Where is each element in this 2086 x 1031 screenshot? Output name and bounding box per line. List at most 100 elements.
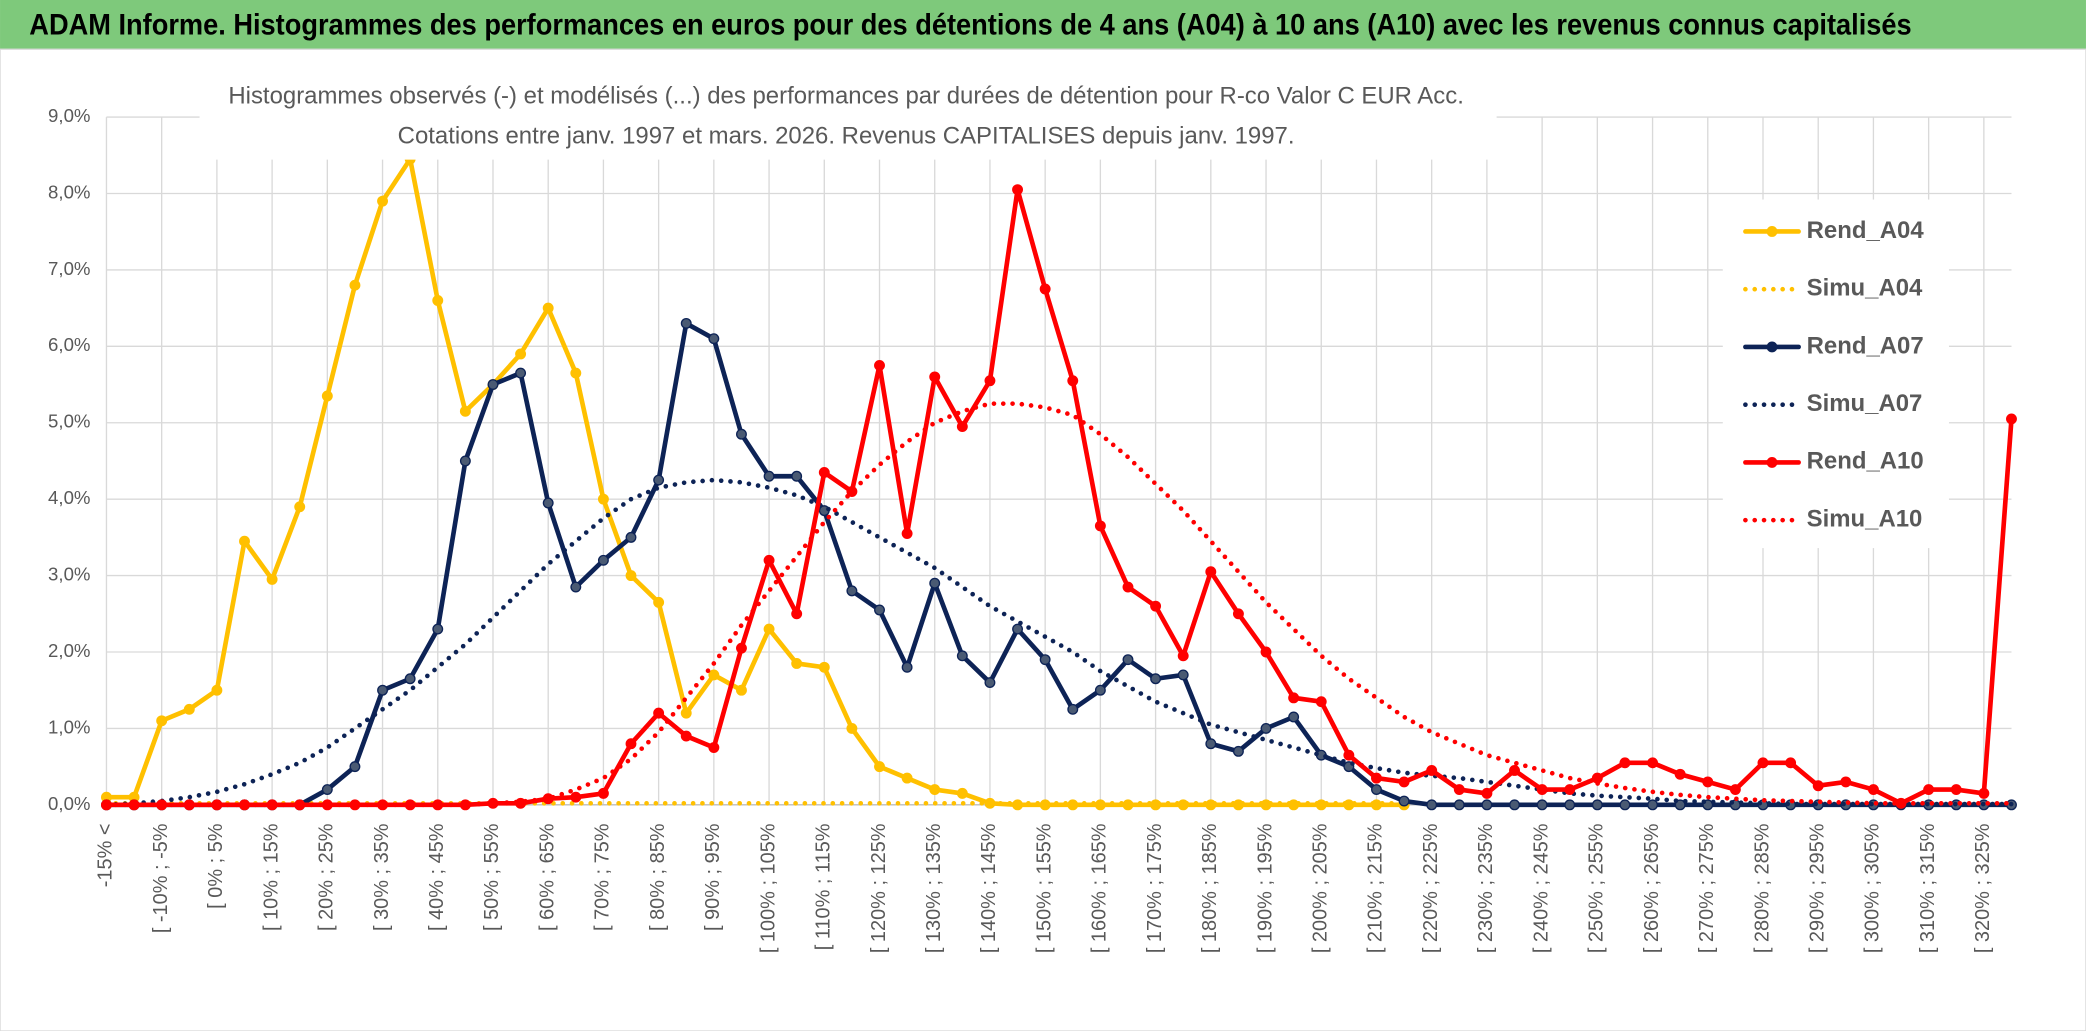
data-point xyxy=(929,577,941,589)
data-point xyxy=(1564,799,1576,811)
data-point xyxy=(874,604,885,616)
x-tick-label: [ 230% ; 235% xyxy=(1475,823,1497,953)
data-point xyxy=(1426,765,1438,776)
data-point xyxy=(1150,600,1162,612)
data-point xyxy=(791,608,803,620)
data-point xyxy=(680,707,692,719)
data-point xyxy=(1647,757,1659,769)
data-point xyxy=(1674,799,1686,811)
x-tick-label: [ 300% ; 305% xyxy=(1862,823,1884,953)
x-tick-label: [ 30% ; 35% xyxy=(371,823,393,931)
data-point xyxy=(239,535,250,547)
data-point xyxy=(515,367,527,379)
data-point xyxy=(1012,184,1024,196)
data-point xyxy=(653,596,665,608)
data-point xyxy=(1978,787,1990,799)
data-point xyxy=(653,474,665,486)
data-point xyxy=(625,531,637,543)
data-point xyxy=(432,623,444,635)
data-point xyxy=(349,761,361,773)
x-tick-label: [ 130% ; 135% xyxy=(923,823,945,953)
data-point xyxy=(1619,799,1631,811)
data-point xyxy=(1867,784,1879,796)
legend-label: Simu_A04 xyxy=(1807,275,1923,302)
data-point xyxy=(1840,776,1852,788)
legend-label: Simu_A07 xyxy=(1807,390,1923,417)
data-point xyxy=(736,428,747,440)
data-point xyxy=(680,730,692,742)
x-tick-label: [ 70% ; 75% xyxy=(592,823,614,931)
data-point xyxy=(459,455,471,467)
data-point xyxy=(211,684,223,696)
data-point xyxy=(459,405,471,417)
data-point xyxy=(570,367,582,379)
x-tick-label: [ 200% ; 205% xyxy=(1310,823,1332,953)
data-point xyxy=(404,673,416,685)
data-point xyxy=(1232,745,1244,757)
y-tick-label: 4,0% xyxy=(48,487,90,508)
data-point xyxy=(156,715,168,727)
x-tick-label: [ 150% ; 155% xyxy=(1033,823,1055,953)
data-point xyxy=(1315,696,1327,708)
data-point xyxy=(736,684,747,696)
x-tick-label: [ 110% ; 115% xyxy=(813,823,835,950)
legend-box xyxy=(1722,199,1949,549)
data-point xyxy=(736,642,747,654)
data-point xyxy=(929,784,941,796)
data-point xyxy=(680,317,692,329)
data-point xyxy=(1481,799,1493,811)
data-point xyxy=(1785,757,1797,769)
data-point xyxy=(1619,757,1631,769)
x-tick-label: [ 0% ; 5% xyxy=(205,823,227,909)
data-point xyxy=(1398,776,1410,788)
data-point xyxy=(901,528,913,540)
data-point xyxy=(1371,772,1382,784)
data-point xyxy=(349,279,361,291)
data-point xyxy=(542,302,554,314)
series-line xyxy=(104,477,2014,808)
data-point xyxy=(542,497,554,509)
data-point xyxy=(321,784,333,796)
x-tick-label: [ 170% ; 175% xyxy=(1144,823,1166,953)
data-point xyxy=(1343,749,1355,761)
x-tick-label: [ 320% ; 325% xyxy=(1972,823,1994,953)
data-point xyxy=(377,195,388,207)
y-tick-label: 9,0% xyxy=(48,105,90,126)
data-point xyxy=(597,493,609,505)
data-point xyxy=(1067,703,1079,715)
x-tick-label: [ 240% ; 245% xyxy=(1530,823,1552,953)
data-point xyxy=(929,371,941,383)
x-tick-label: [ 290% ; 295% xyxy=(1806,823,1828,953)
data-point xyxy=(874,761,885,773)
data-point xyxy=(1039,283,1051,295)
data-point xyxy=(1150,673,1162,685)
legend-marker xyxy=(1766,226,1778,237)
y-tick-label: 5,0% xyxy=(48,411,90,432)
data-point xyxy=(1509,765,1520,776)
legend-marker xyxy=(1766,456,1778,468)
data-point xyxy=(984,375,996,387)
data-point xyxy=(1757,757,1769,769)
title-backdrop xyxy=(199,77,1497,160)
data-point xyxy=(1260,722,1272,734)
x-tick-label: [ 20% ; 25% xyxy=(316,823,338,931)
header-title: ADAM Informe. Histogrammes des performan… xyxy=(29,9,1911,41)
legend-label: Rend_A04 xyxy=(1807,217,1925,244)
data-point xyxy=(763,470,775,482)
legend: Rend_A04 Simu_A04 Rend_A07 Simu_A07 Rend_A10… xyxy=(1722,199,1949,549)
data-point xyxy=(266,573,278,585)
chart-title: Histogrammes observés (-) et modélisés (… xyxy=(228,82,1464,109)
x-tick-label: [ 100% ; 105% xyxy=(757,823,779,953)
data-point xyxy=(570,581,582,593)
data-point xyxy=(1039,654,1051,666)
y-tick-label: 0,0% xyxy=(48,793,90,814)
data-point xyxy=(1536,784,1548,796)
data-point xyxy=(183,703,195,715)
data-point xyxy=(625,570,637,582)
legend-marker xyxy=(1766,341,1778,353)
data-point xyxy=(1426,799,1438,811)
x-tick-label: [ 160% ; 165% xyxy=(1089,823,1111,953)
data-point xyxy=(1122,581,1134,593)
data-point xyxy=(625,738,637,750)
data-point xyxy=(1094,520,1106,532)
